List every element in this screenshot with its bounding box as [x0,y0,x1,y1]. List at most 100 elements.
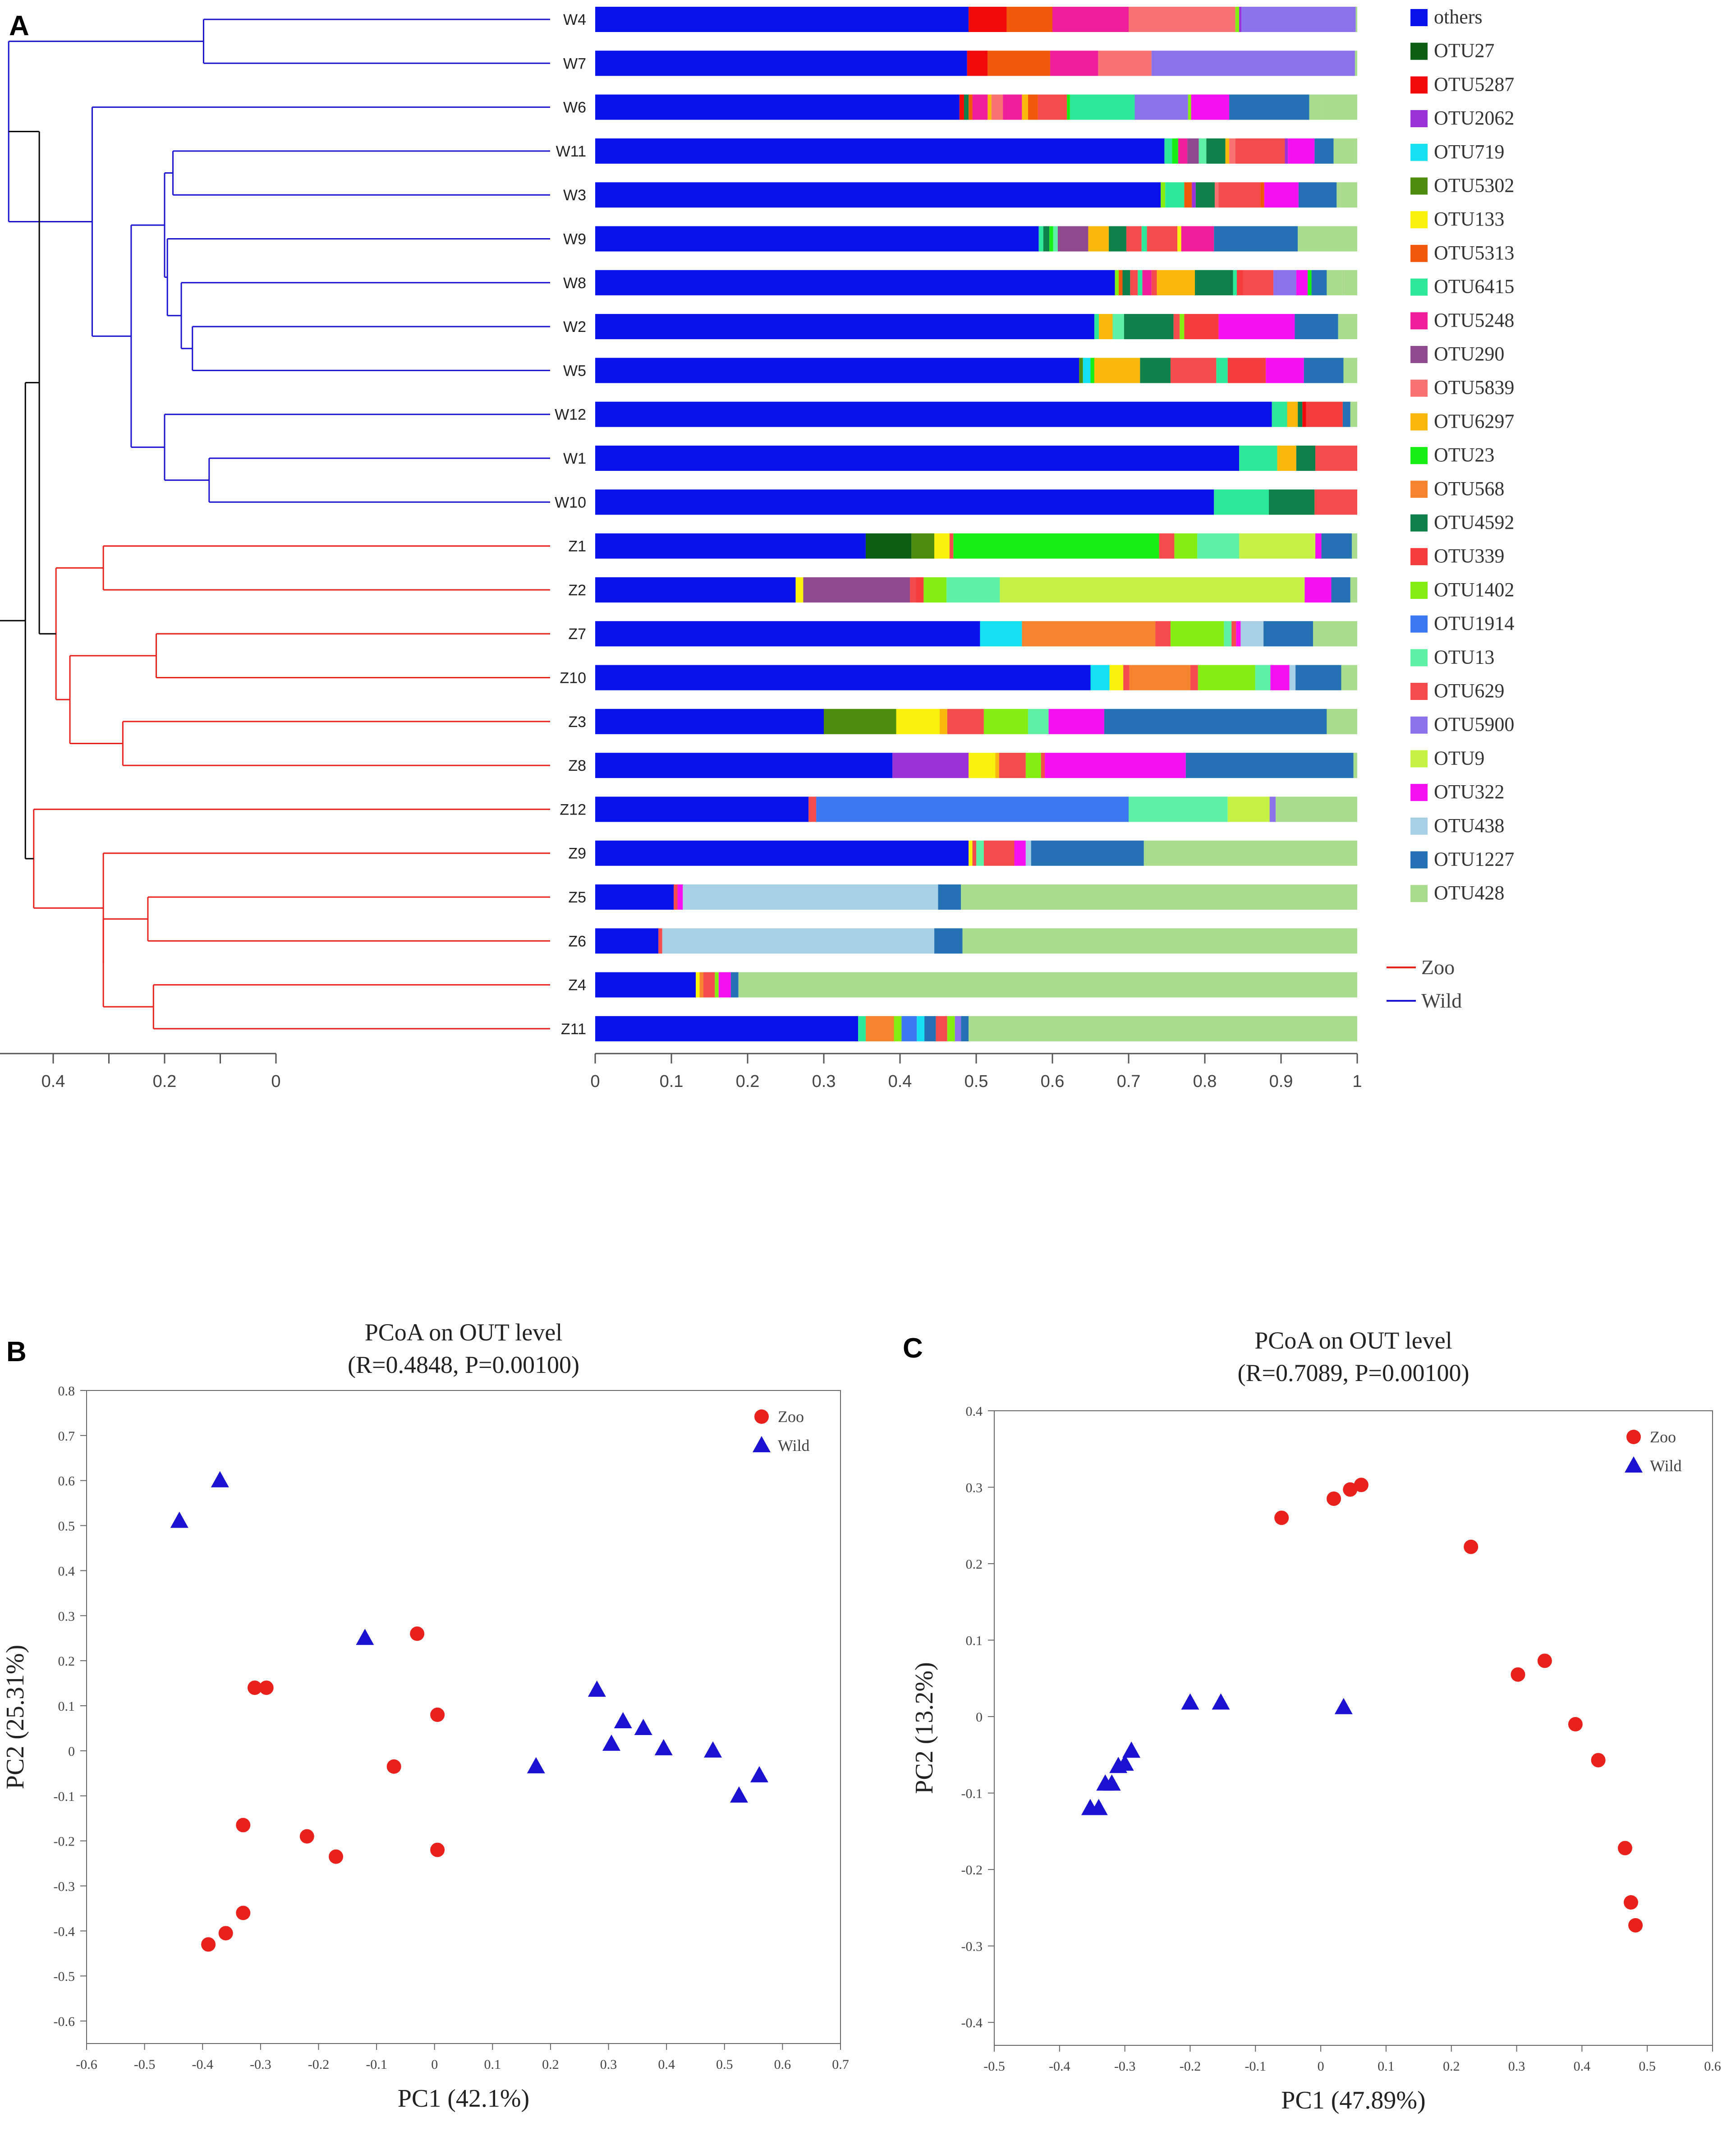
bar-segment-W6-OTU4592 [964,94,969,120]
x-axis-label: PC1 (42.1%) [398,2085,529,2113]
bar-segment-W10-OTU6415 [1214,489,1269,515]
legend-label-OTU2062: OTU2062 [1434,107,1514,129]
bar-segment-Z9-OTU428 [1144,840,1357,866]
x-tick-label: 0 [1318,2059,1324,2074]
bar-segment-W8-OTU5248 [1142,270,1152,295]
bar-segment-W9-OTU23 [1049,226,1053,252]
bar-segment-W4-OTU5248 [1052,7,1129,32]
bar-segment-Z5-OTU438 [683,884,938,910]
bar-segment-W8-OTU4592 [1195,270,1233,295]
bar-segment-Z2-OTU339 [916,577,924,603]
y-tick-label: 0.1 [966,1634,983,1648]
panel-label-a: A [9,10,29,41]
legend-label-OTU428: OTU428 [1434,882,1504,904]
bar-segment-W3-OTU5313 [1184,182,1192,208]
sample-label-Z6: Z6 [568,933,586,950]
bar-segment-Z1-OTU23 [953,533,1159,559]
point-wild [1334,1698,1353,1714]
bar-segment-W9-OTU133 [1177,226,1181,252]
bar-segment-W6-OTU5248 [972,94,988,120]
bar-segment-W9-OTU5248 [1181,226,1214,252]
x-tick-label: 0 [431,2057,438,2072]
sample-label-W5: W5 [563,362,586,379]
bar-segment-W12-OTU6297 [1287,401,1298,427]
point-zoo [1591,1753,1606,1768]
bar-segment-Z11-OTU428 [969,1016,1357,1041]
bar-segment-Z10-OTU1402 [1198,665,1255,691]
bar-segment-W5-OTU6415 [1216,358,1228,383]
bar-segment-W7-OTU5287 [967,51,988,76]
bar-segment-W8-OTU629 [1151,270,1157,295]
bar-segment-W5-OTU339 [1227,358,1266,383]
bar-segment-W11-OTU4592 [1206,138,1226,164]
sample-label-Z5: Z5 [568,889,586,906]
bar-segment-W8-OTU1402 [1115,270,1119,295]
legend-swatch-OTU2062 [1410,110,1428,128]
x-tick-label: -0.1 [366,2057,387,2072]
legend-label-OTU5302: OTU5302 [1434,175,1514,197]
legend-swatch-OTU5900 [1410,716,1428,734]
bar-segment-W6-OTU5900 [1134,94,1188,120]
y-tick-label: -0.2 [54,1834,75,1849]
legend-swatch-OTU568 [1410,480,1428,498]
bar-segment-W4-OTU2062 [1239,7,1242,32]
legend-swatch-OTU5302 [1410,177,1428,195]
bar-segment-W7-OTU5839 [1098,51,1152,76]
bar-segment-Z12-OTU1914 [816,796,1129,822]
bar-x-tick-label: 0.5 [964,1072,988,1091]
bar-segment-Z10-OTU629 [1123,665,1130,691]
bar-segment-W7-OTU5248 [1050,51,1098,76]
bar-x-tick-label: 1 [1352,1072,1362,1091]
bar-segment-W8-others [595,270,1115,295]
point-zoo [1354,1478,1369,1492]
sample-label-W3: W3 [563,187,586,204]
bar-segment-W8-OTU322 [1296,270,1308,295]
point-wild [1081,1799,1099,1815]
bar-segment-Z6-OTU438 [662,928,935,954]
legend-label-OTU1914: OTU1914 [1434,612,1514,635]
bar-segment-Z1-OTU1227 [1321,533,1352,559]
bar-segment-W2-OTU13 [1112,314,1124,340]
bar-segment-W1-OTU6415 [1239,446,1277,471]
bar-segment-Z2-OTU13 [946,577,1000,603]
bar-segment-Z5-others [595,884,674,910]
bar-segment-W12-others [595,401,1272,427]
bar-segment-Z8-OTU428 [1353,753,1357,778]
point-zoo [329,1849,344,1864]
sample-label-Z4: Z4 [568,977,586,994]
panel-b-pcoa-scatter: -0.6 -0.5 -0.4 -0.3 -0.2 -0.1 0 0.1 0.2 0.3 0.4 0.5… [1,1319,849,2113]
y-tick-label: 0.7 [58,1429,75,1444]
point-wild [1212,1693,1230,1710]
bar-segment-Z1-OTU428 [1352,533,1357,559]
bar-segment-Z7-OTU13 [1224,621,1232,647]
bar-segment-W2-OTU6415 [1094,314,1099,340]
bar-segment-W9-OTU6415 [1141,226,1147,252]
panel-c-pcoa-scatter: -0.5 -0.4 -0.3 -0.2 -0.1 0 0.1 0.2 0.3 0.4 0.5 0.6 0… [910,1327,1721,2114]
x-tick-label: -0.6 [76,2057,97,2072]
bar-segment-W12-OTU5287 [1302,401,1306,427]
bar-segment-W8-OTU629 [1243,270,1274,295]
bar-segment-Z7-OTU322 [1236,621,1241,647]
sample-label-W12: W12 [555,406,586,424]
bar-segment-Z2-others [595,577,796,603]
bar-segment-W11-OTU13 [1199,138,1207,164]
legend-label-OTU568: OTU568 [1434,478,1504,500]
bar-segment-W11-OTU23 [1172,138,1178,164]
legend-label-OTU5839: OTU5839 [1434,377,1514,399]
sample-label-Z1: Z1 [568,538,586,555]
legend-label-OTU133: OTU133 [1434,208,1504,230]
bar-segment-Z8-others [595,753,893,778]
y-tick-label: 0.2 [966,1557,983,1572]
bar-segment-Z9-OTU629 [983,840,1015,866]
bar-segment-Z1-OTU629 [1159,533,1175,559]
bar-x-tick-label: 0 [590,1072,600,1091]
bar-segment-Z4-others [595,972,696,998]
bar-segment-Z7-OTU629 [1231,621,1236,647]
legend-label-OTU290: OTU290 [1434,343,1504,365]
y-tick-label: 0.5 [58,1519,75,1534]
bar-segment-Z2-OTU322 [1304,577,1332,603]
bar-segment-W12-OTU428 [1350,401,1357,427]
legend-label-others: others [1434,6,1483,28]
bar-segment-W3-OTU6415 [1165,182,1185,208]
